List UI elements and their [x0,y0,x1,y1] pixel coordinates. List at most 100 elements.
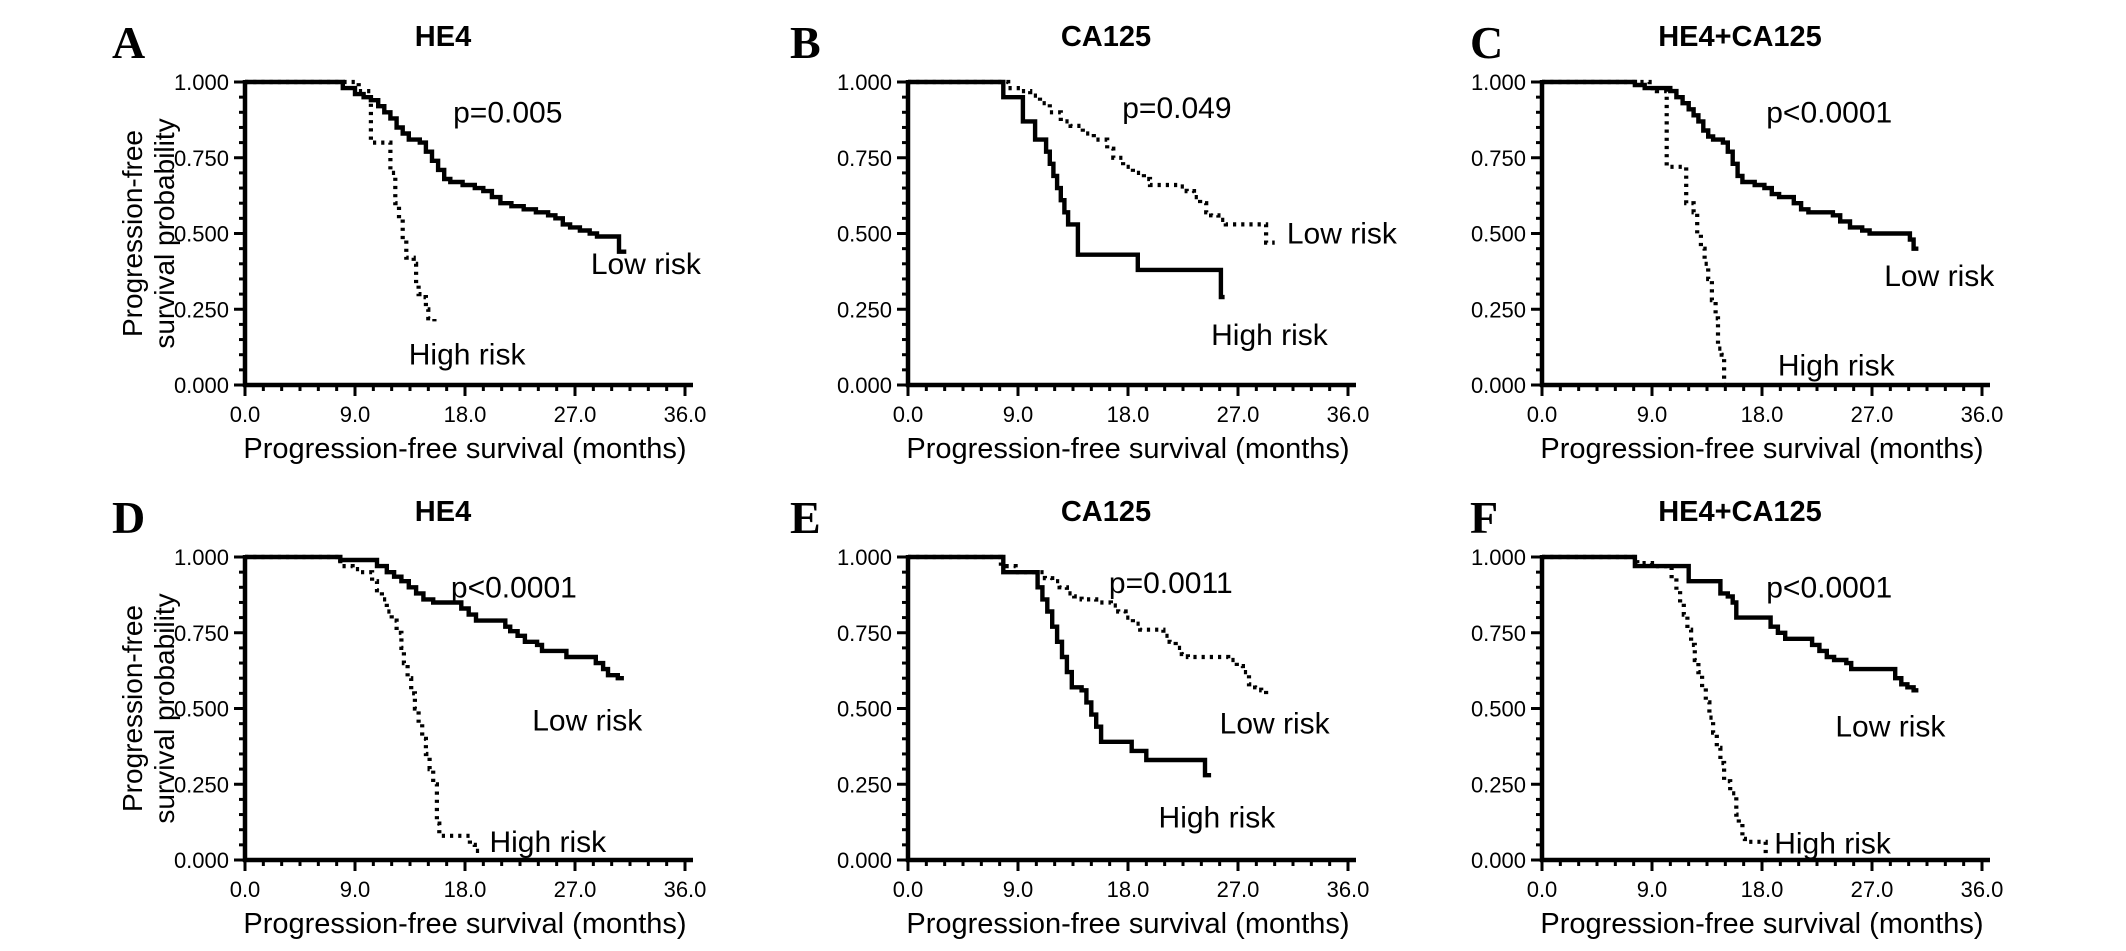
panel-letter: F [1470,492,1498,543]
survival-curves [245,79,627,322]
x-tick-label: 9.0 [1003,402,1034,427]
x-tick-label: 18.0 [1107,877,1150,902]
x-tick-label: 27.0 [554,877,597,902]
y-tick-label: 0.500 [837,697,892,722]
p-value-label: p<0.0001 [451,571,577,604]
y-tick-label: 0.750 [1471,146,1526,171]
p-value-label: p<0.0001 [1766,96,1892,129]
y-tick-label: 0.000 [174,848,229,873]
y-tick-label: 0.500 [174,697,229,722]
panel-title: HE4+CA125 [1658,496,1822,528]
y-tick-label: 0.000 [1471,373,1526,398]
y-tick-label: 0.000 [837,373,892,398]
x-tick-label: 27.0 [1217,877,1260,902]
high-risk-curve [908,79,1225,300]
high-risk-curve [908,554,1212,778]
x-tick-label: 18.0 [444,402,487,427]
y-tick-label: 0.000 [174,373,229,398]
x-tick-label: 36.0 [1327,877,1370,902]
x-tick-label: 0.0 [230,877,261,902]
y-tick-label: 0.000 [837,848,892,873]
x-axis-title: Progression-free survival (months) [906,433,1349,465]
high-risk-curve [245,79,437,322]
x-tick-label: 9.0 [340,402,371,427]
panel-letter: D [112,492,145,543]
x-axis-title: Progression-free survival (months) [906,908,1349,940]
panel-title: HE4 [415,496,471,528]
survival-curves [908,79,1275,300]
y-tick-label: 0.750 [174,146,229,171]
low-risk-label: Low risk [1884,260,1995,293]
low-risk-label: Low risk [532,705,643,738]
panel-title: HE4+CA125 [1658,21,1822,53]
low-risk-curve [908,79,1275,245]
high-risk-label: High risk [1778,349,1896,382]
low-risk-curve [1542,554,1919,693]
x-axis-title: Progression-free survival (months) [1540,433,1983,465]
y-axis-title-line1: Progression-free [117,130,148,337]
x-axis-title: Progression-free survival (months) [243,433,686,465]
low-risk-label: Low risk [591,248,702,281]
survival-curves [1542,554,1919,863]
panel-letter: B [790,17,821,68]
low-risk-curve [245,554,624,681]
panel-letter: A [112,17,145,68]
high-risk-label: High risk [409,339,527,372]
high-risk-label: High risk [489,826,607,859]
y-tick-label: 0.750 [837,146,892,171]
x-tick-label: 27.0 [1851,402,1894,427]
y-tick-label: 0.250 [1471,772,1526,797]
high-risk-label: High risk [1211,319,1329,352]
p-value-label: p=0.0011 [1109,567,1233,600]
low-risk-label: Low risk [1835,711,1946,744]
x-tick-label: 0.0 [893,402,924,427]
x-tick-label: 0.0 [1527,877,1558,902]
x-tick-label: 9.0 [1637,877,1668,902]
p-value-label: p<0.0001 [1766,571,1892,604]
y-tick-label: 1.000 [174,545,229,570]
high-risk-curve [1542,79,1729,388]
low-risk-curve [1542,79,1919,251]
x-tick-label: 18.0 [1741,877,1784,902]
y-tick-label: 0.750 [174,621,229,646]
x-tick-label: 18.0 [1741,402,1784,427]
survival-curves [1542,79,1919,388]
y-tick-label: 0.250 [174,297,229,322]
x-tick-label: 0.0 [893,877,924,902]
y-tick-label: 0.500 [174,222,229,247]
high-risk-label: High risk [1774,827,1892,860]
x-tick-label: 9.0 [1637,402,1668,427]
x-tick-label: 27.0 [1851,877,1894,902]
x-tick-label: 36.0 [664,877,707,902]
y-tick-label: 0.250 [1471,297,1526,322]
y-tick-label: 0.250 [837,772,892,797]
high-risk-label: High risk [1159,802,1277,835]
y-tick-label: 1.000 [174,70,229,95]
p-value-label: p=0.049 [1122,92,1231,125]
x-tick-label: 0.0 [230,402,261,427]
y-tick-label: 0.500 [837,222,892,247]
y-tick-label: 0.750 [1471,621,1526,646]
x-axis-title: Progression-free survival (months) [243,908,686,940]
x-tick-label: 36.0 [664,402,707,427]
p-value-label: p=0.005 [453,96,562,129]
x-tick-label: 36.0 [1961,402,2004,427]
x-tick-label: 18.0 [444,877,487,902]
y-tick-label: 1.000 [837,545,892,570]
y-axis-title-line2: survival probability [149,118,180,348]
x-axis-title: Progression-free survival (months) [1540,908,1983,940]
low-risk-curve [245,79,627,254]
x-tick-label: 27.0 [554,402,597,427]
y-tick-label: 1.000 [1471,545,1526,570]
